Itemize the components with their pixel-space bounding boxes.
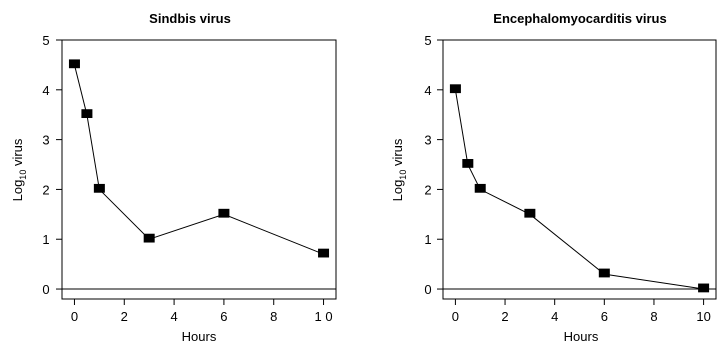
x-tick-label: 1 0 bbox=[315, 309, 333, 324]
data-point bbox=[318, 248, 330, 258]
x-tick-label: 8 bbox=[270, 309, 277, 324]
x-tick-label: 0 bbox=[71, 309, 78, 324]
x-tick-label: 6 bbox=[220, 309, 227, 324]
y-tick-label: 5 bbox=[42, 33, 49, 48]
data-point bbox=[698, 283, 710, 293]
x-axis-label: Hours bbox=[564, 329, 599, 344]
x-tick-label: 4 bbox=[170, 309, 177, 324]
data-point bbox=[474, 183, 486, 193]
x-axis-label: Hours bbox=[182, 329, 217, 344]
y-tick-label: 5 bbox=[424, 33, 431, 48]
x-tick-label: 8 bbox=[650, 309, 657, 324]
data-point bbox=[218, 208, 230, 218]
series-line bbox=[73, 64, 324, 255]
y-axis-label-rest: virus bbox=[10, 138, 25, 170]
y-axis-label-main: Log bbox=[390, 180, 405, 202]
x-tick-label: 2 bbox=[121, 309, 128, 324]
data-point bbox=[524, 208, 536, 218]
plot-frame bbox=[442, 39, 717, 300]
chart-title: Encephalomyocarditis virus bbox=[493, 11, 666, 26]
y-tick-label: 4 bbox=[42, 83, 49, 98]
y-axis-label: Log10 virus bbox=[390, 138, 408, 201]
x-tick-label: 2 bbox=[501, 309, 508, 324]
chart-title: Sindbis virus bbox=[149, 11, 231, 26]
x-tick-label: 10 bbox=[696, 309, 710, 324]
y-axis-label: Log10 virus bbox=[10, 138, 28, 201]
plot-frame bbox=[61, 39, 337, 300]
y-axis-label-main: Log bbox=[10, 180, 25, 202]
x-tick-label: 6 bbox=[601, 309, 608, 324]
data-point bbox=[598, 268, 610, 278]
x-tick-label: 4 bbox=[551, 309, 558, 324]
series-line bbox=[454, 89, 704, 290]
data-point bbox=[462, 159, 474, 168]
y-tick-label: 3 bbox=[42, 133, 49, 148]
y-tick-label: 2 bbox=[42, 182, 49, 197]
x-tick-label: 0 bbox=[452, 309, 459, 324]
y-axis-label-sub: 10 bbox=[18, 170, 28, 180]
y-tick-label: 0 bbox=[42, 282, 49, 297]
y-axis-label-rest: virus bbox=[390, 138, 405, 170]
data-point bbox=[81, 109, 93, 119]
data-point bbox=[93, 183, 105, 193]
data-point bbox=[449, 84, 461, 94]
data-point bbox=[68, 59, 80, 69]
data-point bbox=[143, 233, 155, 243]
y-tick-label: 1 bbox=[42, 232, 49, 247]
y-axis-label-sub: 10 bbox=[398, 170, 408, 180]
y-tick-label: 4 bbox=[424, 83, 431, 98]
y-tick-label: 1 bbox=[424, 232, 431, 247]
y-tick-label: 2 bbox=[424, 182, 431, 197]
y-tick-label: 0 bbox=[424, 282, 431, 297]
chart-encephalomyocarditis: Encephalomyocarditis virus Log10 virus H… bbox=[390, 11, 717, 344]
y-tick-label: 3 bbox=[424, 133, 431, 148]
